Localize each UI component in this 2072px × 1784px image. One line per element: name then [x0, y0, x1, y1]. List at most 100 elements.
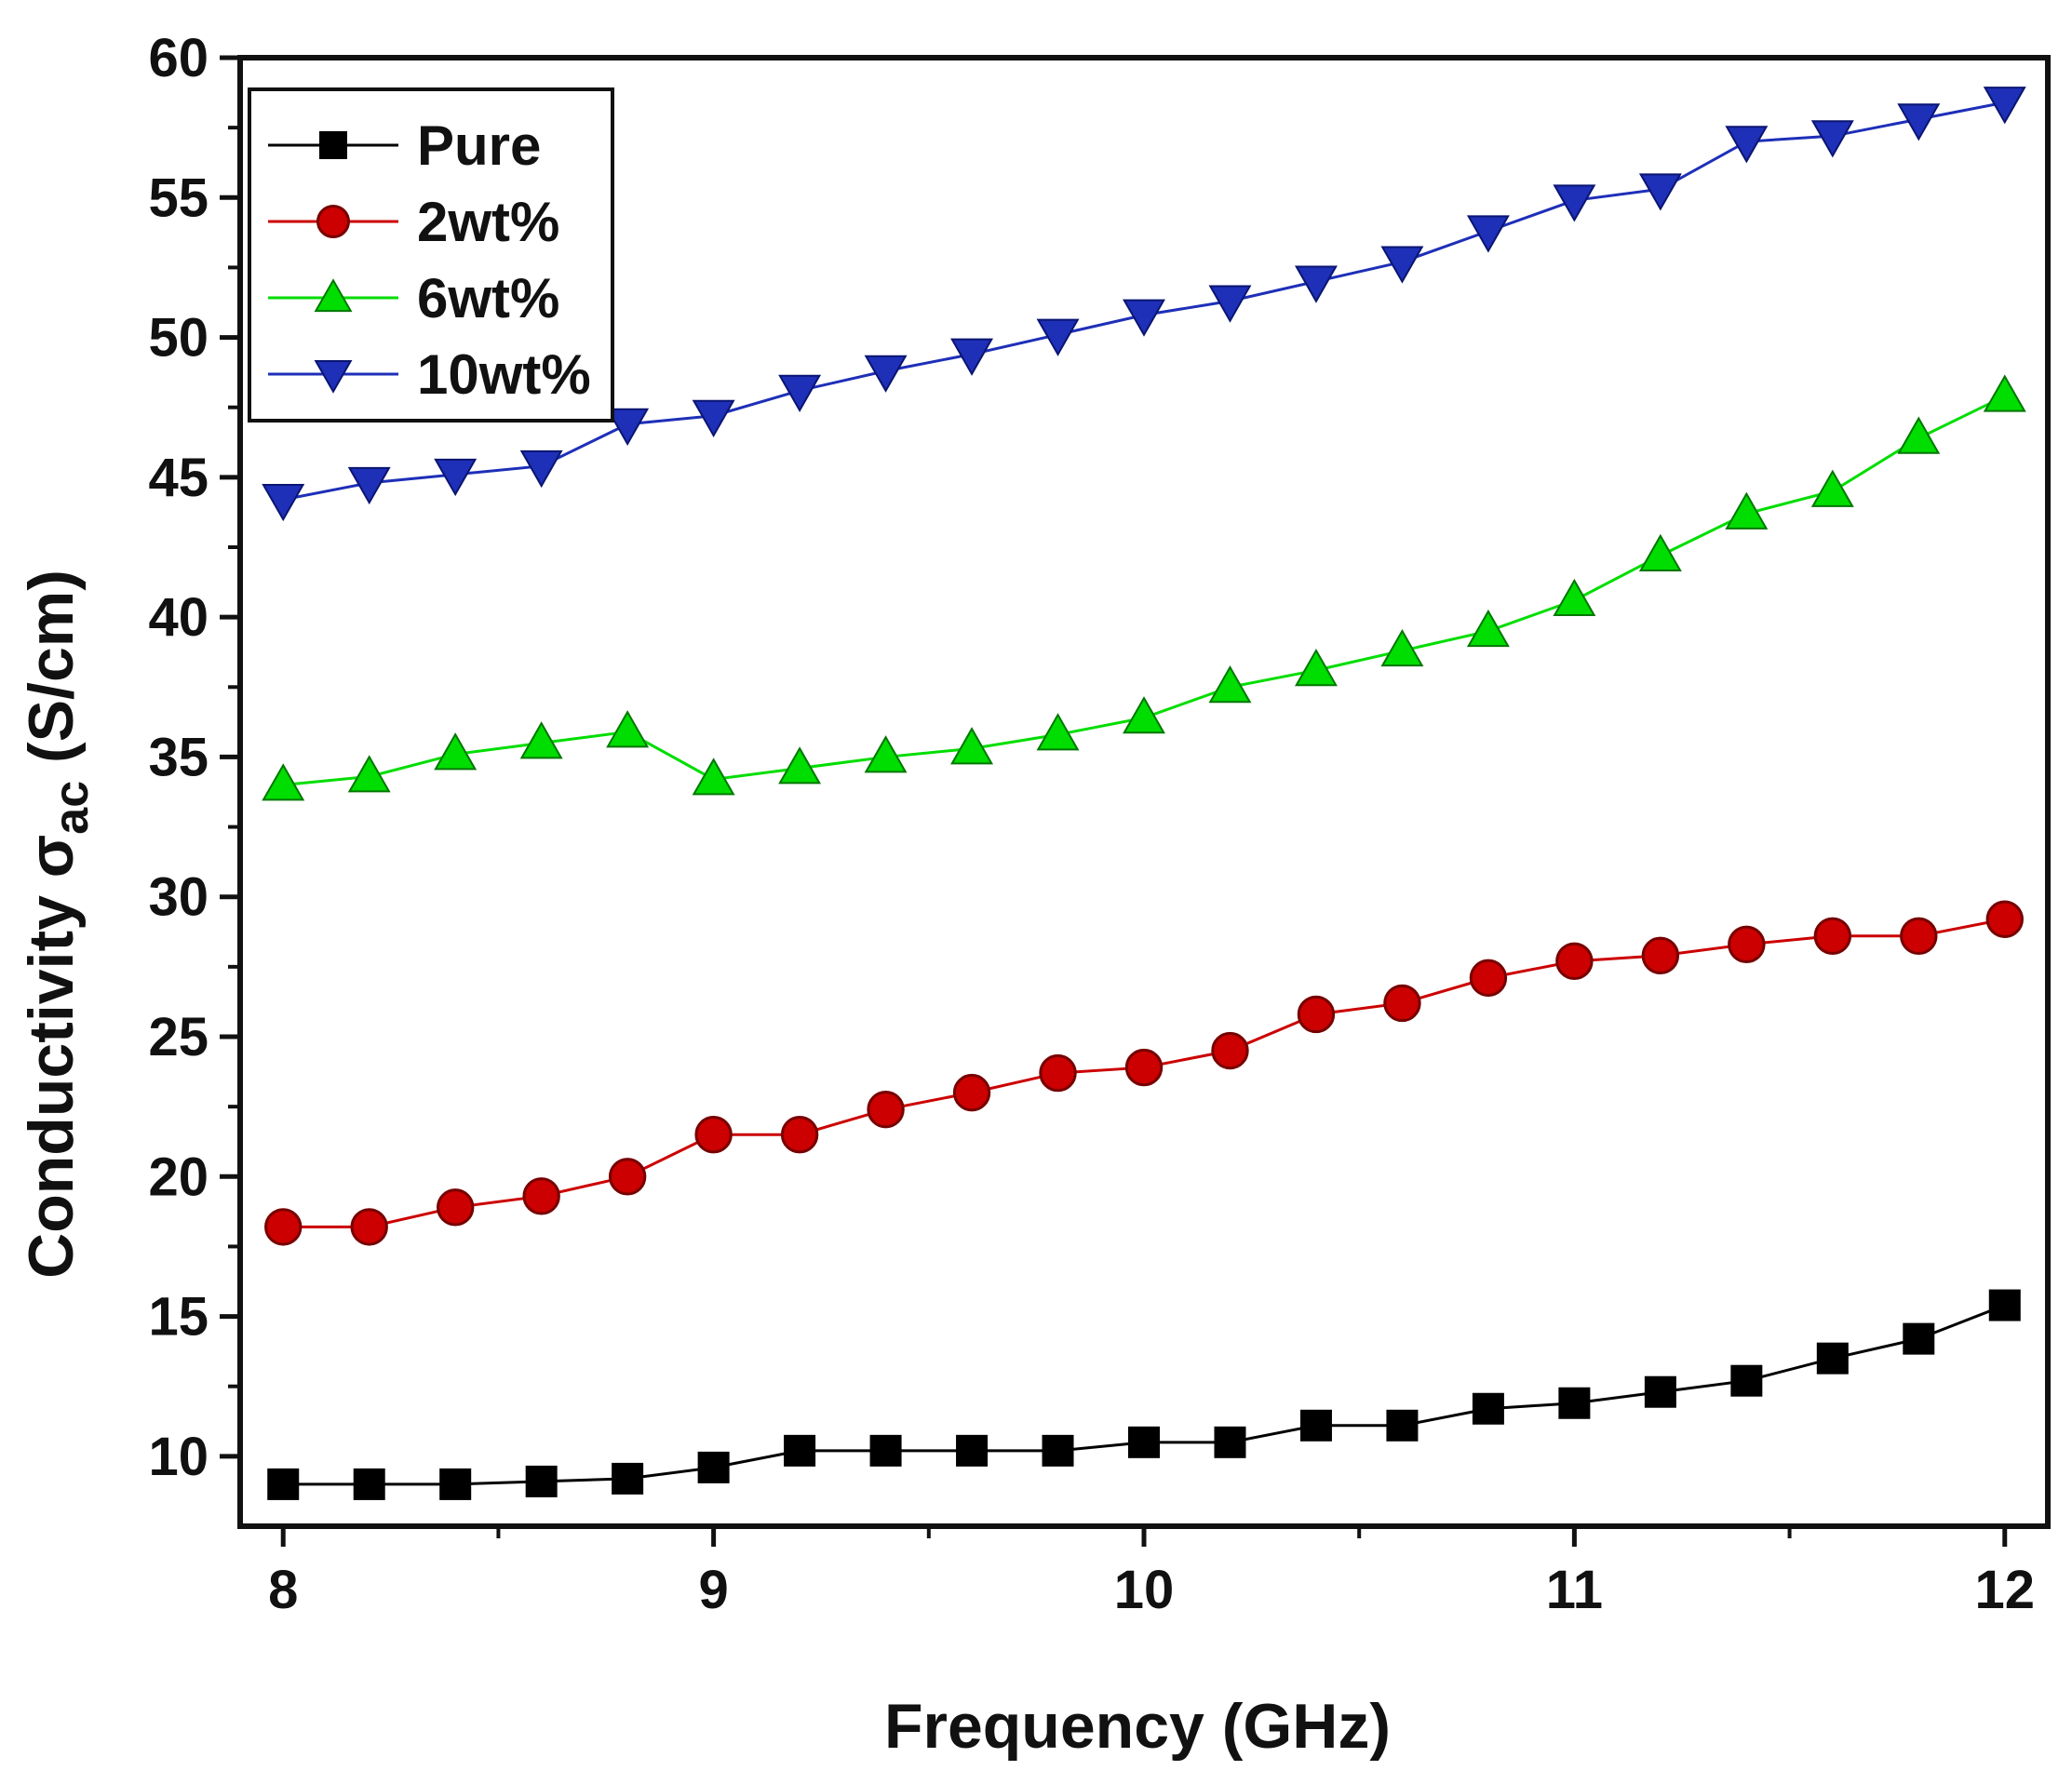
y-axis-title-subscript: ac: [45, 781, 99, 835]
series-6wtpct: [262, 374, 2026, 801]
data-point: [519, 721, 563, 759]
data-point: [694, 1116, 733, 1154]
data-point: [778, 374, 822, 412]
data-point: [692, 758, 735, 796]
data-point: [1638, 533, 1682, 571]
data-point: [1813, 917, 1852, 955]
data-point: [778, 746, 822, 785]
data-point: [1555, 942, 1594, 981]
data-point: [350, 1208, 388, 1246]
data-point: [1466, 609, 1510, 648]
legend-label: 6wt%: [417, 267, 559, 329]
series-10wtpct: [262, 87, 2026, 522]
data-point: [1294, 265, 1338, 303]
data-point: [1208, 285, 1252, 323]
data-point: [347, 755, 391, 793]
data-point: [1299, 1409, 1332, 1442]
data-point: [1466, 215, 1510, 253]
axes: 8 9 10 11 12 10 15 20 25 30 35 40 45 50 55 60: [148, 28, 2051, 1620]
data-point: [1214, 1426, 1246, 1458]
data-point: [1380, 246, 1424, 284]
data-point: [1123, 696, 1165, 734]
y-tick-label: 60: [148, 28, 209, 88]
data-point: [434, 458, 478, 497]
data-point: [347, 466, 391, 505]
data-point: [692, 399, 735, 437]
data-point: [1900, 917, 1938, 955]
data-point: [1294, 648, 1338, 687]
data-point: [864, 355, 908, 393]
y-tick-label: 20: [148, 1147, 209, 1207]
data-point: [950, 727, 994, 765]
data-point: [1983, 374, 2026, 412]
data-point: [525, 1465, 558, 1497]
data-point: [1641, 936, 1680, 975]
x-tick-label: 8: [268, 1560, 298, 1620]
y-tick-label: 15: [148, 1287, 209, 1348]
data-point: [784, 1434, 816, 1467]
data-point: [1810, 469, 1854, 507]
data-point: [608, 1158, 647, 1196]
data-point: [1988, 1289, 2021, 1321]
series-2wtpct: [264, 900, 2024, 1246]
legend-marker: [314, 359, 353, 394]
series-Pure: [267, 1289, 2021, 1500]
legend-marker: [314, 278, 353, 313]
data-point: [1472, 1392, 1504, 1425]
data-point: [1036, 318, 1080, 356]
data-point: [1553, 184, 1596, 222]
data-point: [1728, 925, 1766, 964]
data-point: [697, 1451, 730, 1483]
y-tick-label: 45: [148, 448, 209, 508]
data-point: [869, 1434, 902, 1467]
plot-area: [262, 87, 2026, 1500]
data-point: [1297, 995, 1336, 1034]
data-point: [439, 1468, 472, 1500]
data-point: [1810, 120, 1854, 158]
y-tick-label: 30: [148, 867, 209, 928]
data-point: [780, 1116, 819, 1154]
data-point: [1553, 578, 1596, 617]
data-point: [262, 763, 305, 801]
legend-entry: 2wt%: [268, 191, 559, 253]
x-axis-title: Frequency (GHz): [884, 1691, 1391, 1762]
legend-entry: 10wt%: [268, 343, 591, 406]
data-point: [606, 710, 650, 748]
data-point: [434, 732, 478, 771]
legend-label: 10wt%: [417, 343, 591, 406]
data-point: [1816, 1342, 1849, 1375]
legend-label: 2wt%: [417, 191, 559, 253]
x-tick-label: 10: [1114, 1560, 1175, 1620]
data-point: [1897, 416, 1941, 454]
data-point: [1983, 87, 2026, 125]
legend-marker: [316, 205, 350, 238]
data-point: [1036, 713, 1080, 751]
data-point: [1386, 1409, 1419, 1442]
data-point: [1638, 173, 1682, 211]
data-point: [1730, 1364, 1763, 1397]
legend-label: Pure: [417, 114, 541, 177]
data-point: [1208, 665, 1252, 704]
data-point: [612, 1462, 644, 1495]
x-tick-label: 9: [698, 1560, 728, 1620]
data-point: [1383, 984, 1421, 1023]
data-point: [519, 449, 563, 489]
data-point: [1380, 628, 1424, 667]
data-point: [1903, 1322, 1935, 1355]
data-point: [262, 483, 305, 522]
data-point: [1725, 126, 1769, 164]
data-point: [436, 1188, 475, 1227]
data-point: [606, 408, 650, 447]
data-point: [1897, 103, 1941, 141]
data-point: [353, 1468, 385, 1500]
y-tick-label: 10: [148, 1427, 209, 1487]
data-point: [867, 1090, 905, 1129]
legend: Pure 2wt% 6wt% 10wt%: [248, 87, 614, 423]
data-point: [956, 1434, 989, 1467]
data-point: [1211, 1031, 1249, 1070]
y-axis-title-unit: (S/cm): [16, 570, 87, 781]
data-point: [952, 1073, 991, 1112]
data-point: [522, 1177, 560, 1215]
legend-entry: Pure: [268, 114, 541, 177]
